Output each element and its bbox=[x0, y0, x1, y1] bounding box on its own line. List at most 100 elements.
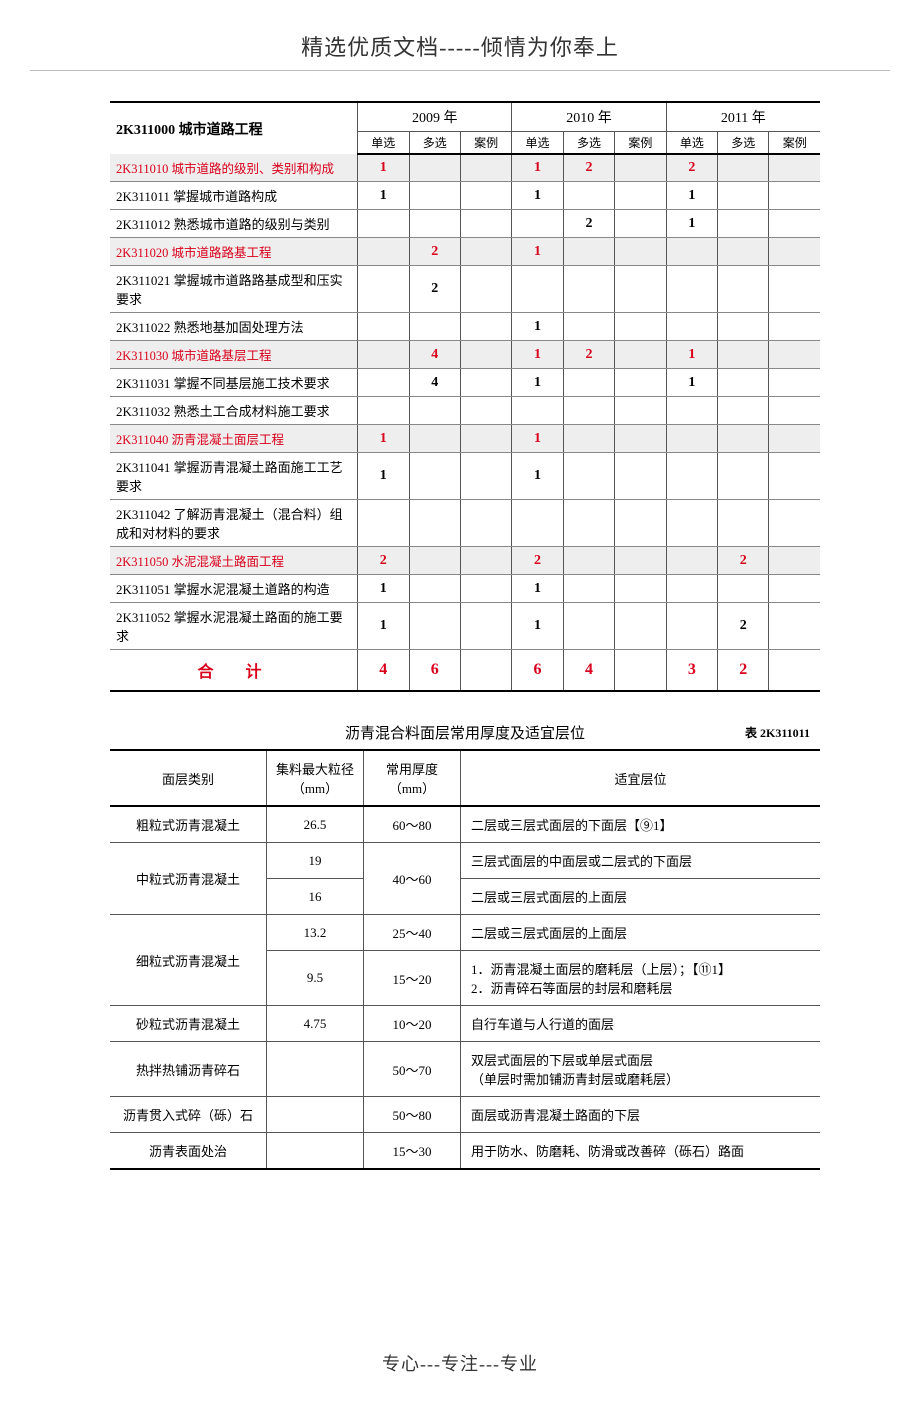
stats-cell bbox=[615, 369, 666, 397]
stats-table: 2K311000 城市道路工程 2009 年 2010 年 2011 年 单选多… bbox=[110, 101, 820, 692]
stats-cell bbox=[358, 341, 409, 369]
stats-row: 2K311022 熟悉地基加固处理方法1 bbox=[110, 313, 820, 341]
cell-suit: 二层或三层式面层的上面层 bbox=[461, 915, 821, 951]
thickness-table-title-wrap: 沥青混合料面层常用厚度及适宜层位 表 2K311011 bbox=[110, 722, 820, 743]
thickness-table: 面层类别 集料最大粒径（mm） 常用厚度（mm） 适宜层位 粗粒式沥青混凝土26… bbox=[110, 749, 820, 1170]
stats-subheader: 多选 bbox=[563, 132, 614, 155]
thickness-row: 粗粒式沥青混凝土26.560～80二层或三层式面层的下面层【⑨1】 bbox=[110, 806, 820, 843]
stats-total-cell: 6 bbox=[512, 650, 563, 692]
stats-cell bbox=[512, 210, 563, 238]
stats-cell bbox=[563, 575, 614, 603]
stats-total-cell: 4 bbox=[358, 650, 409, 692]
stats-subheader: 多选 bbox=[409, 132, 460, 155]
stats-cell bbox=[769, 266, 820, 313]
cell-suit: 二层或三层式面层的下面层【⑨1】 bbox=[461, 806, 821, 843]
thickness-row: 砂粒式沥青混凝土4.7510～20自行车道与人行道的面层 bbox=[110, 1006, 820, 1042]
stats-cell bbox=[615, 453, 666, 500]
stats-row-label: 2K311010 城市道路的级别、类别和构成 bbox=[110, 154, 358, 182]
stats-cell bbox=[666, 425, 717, 453]
stats-cell bbox=[409, 210, 460, 238]
thickness-tbody: 粗粒式沥青混凝土26.560～80二层或三层式面层的下面层【⑨1】中粒式沥青混凝… bbox=[110, 806, 820, 1169]
stats-cell: 1 bbox=[666, 369, 717, 397]
stats-cell bbox=[358, 500, 409, 547]
stats-table-wrap: 2K311000 城市道路工程 2009 年 2010 年 2011 年 单选多… bbox=[110, 101, 820, 692]
stats-cell: 2 bbox=[666, 154, 717, 182]
stats-cell bbox=[358, 397, 409, 425]
stats-cell bbox=[563, 397, 614, 425]
stats-cell bbox=[666, 266, 717, 313]
thickness-header-row: 面层类别 集料最大粒径（mm） 常用厚度（mm） 适宜层位 bbox=[110, 750, 820, 806]
stats-total-cell bbox=[615, 650, 666, 692]
cell-thick: 10～20 bbox=[364, 1006, 461, 1042]
stats-cell bbox=[615, 154, 666, 182]
stats-cell bbox=[666, 547, 717, 575]
stats-total-cell: 2 bbox=[718, 650, 769, 692]
thickness-row: 沥青贯入式碎（砾）石50～80面层或沥青混凝土路面的下层 bbox=[110, 1097, 820, 1133]
stats-cell bbox=[615, 575, 666, 603]
stats-cell bbox=[409, 453, 460, 500]
stats-cell bbox=[718, 266, 769, 313]
stats-cell: 1 bbox=[358, 182, 409, 210]
stats-cell bbox=[358, 369, 409, 397]
stats-cell bbox=[563, 238, 614, 266]
cell-thick: 15～20 bbox=[364, 951, 461, 1006]
stats-cell bbox=[615, 210, 666, 238]
stats-cell: 4 bbox=[409, 369, 460, 397]
stats-row: 2K311021 掌握城市道路路基成型和压实要求2 bbox=[110, 266, 820, 313]
stats-row: 2K311052 掌握水泥混凝土路面的施工要求112 bbox=[110, 603, 820, 650]
stats-cell bbox=[769, 154, 820, 182]
stats-row: 2K311041 掌握沥青混凝土路面施工工艺要求11 bbox=[110, 453, 820, 500]
stats-cell: 1 bbox=[512, 575, 563, 603]
cell-suit: 三层式面层的中面层或二层式的下面层 bbox=[461, 843, 821, 879]
stats-cell bbox=[666, 603, 717, 650]
cell-suit: 双层式面层的下层或单层式面层（单层时需加铺沥青封层或磨耗层） bbox=[461, 1042, 821, 1097]
cell-type: 细粒式沥青混凝土 bbox=[110, 915, 267, 1006]
stats-cell: 1 bbox=[512, 182, 563, 210]
th-grain: 集料最大粒径（mm） bbox=[267, 750, 364, 806]
stats-cell bbox=[615, 341, 666, 369]
cell-grain: 19 bbox=[267, 843, 364, 879]
cell-type: 粗粒式沥青混凝土 bbox=[110, 806, 267, 843]
stats-cell bbox=[666, 575, 717, 603]
stats-subheader: 单选 bbox=[512, 132, 563, 155]
stats-cell bbox=[409, 313, 460, 341]
header-left: 精选优质文档 bbox=[301, 35, 439, 60]
stats-cell bbox=[615, 547, 666, 575]
stats-cell bbox=[769, 397, 820, 425]
stats-row-label: 2K311042 了解沥青混凝土（混合料）组成和对材料的要求 bbox=[110, 500, 358, 547]
stats-row: 2K311011 掌握城市道路构成111 bbox=[110, 182, 820, 210]
stats-tbody: 2K311010 城市道路的级别、类别和构成11222K311011 掌握城市道… bbox=[110, 154, 820, 691]
stats-cell bbox=[769, 238, 820, 266]
cell-suit: 1．沥青混凝土面层的磨耗层（上层）；【⑪1】2．沥青碎石等面层的封层和磨耗层 bbox=[461, 951, 821, 1006]
stats-cell bbox=[718, 453, 769, 500]
stats-row: 2K311051 掌握水泥混凝土道路的构造11 bbox=[110, 575, 820, 603]
stats-total-row: 合 计466432 bbox=[110, 650, 820, 692]
stats-cell bbox=[460, 500, 511, 547]
stats-row: 2K311031 掌握不同基层施工技术要求411 bbox=[110, 369, 820, 397]
stats-cell bbox=[409, 154, 460, 182]
stats-cell bbox=[769, 575, 820, 603]
stats-row-label: 2K311040 沥青混凝土面层工程 bbox=[110, 425, 358, 453]
stats-cell bbox=[512, 397, 563, 425]
cell-type: 沥青表面处治 bbox=[110, 1133, 267, 1170]
stats-cell bbox=[460, 369, 511, 397]
stats-subheader: 单选 bbox=[666, 132, 717, 155]
stats-cell bbox=[718, 313, 769, 341]
stats-subheader: 案例 bbox=[615, 132, 666, 155]
stats-row-label: 2K311032 熟悉土工合成材料施工要求 bbox=[110, 397, 358, 425]
cell-grain: 4.75 bbox=[267, 1006, 364, 1042]
thickness-row: 热拌热铺沥青碎石50～70双层式面层的下层或单层式面层（单层时需加铺沥青封层或磨… bbox=[110, 1042, 820, 1097]
stats-cell bbox=[460, 210, 511, 238]
year-2009: 2009 年 bbox=[358, 102, 512, 132]
cell-thick: 15～30 bbox=[364, 1133, 461, 1170]
stats-cell bbox=[718, 154, 769, 182]
stats-row-label: 2K311052 掌握水泥混凝土路面的施工要求 bbox=[110, 603, 358, 650]
stats-total-cell: 6 bbox=[409, 650, 460, 692]
stats-cell: 1 bbox=[666, 182, 717, 210]
stats-total-cell bbox=[460, 650, 511, 692]
stats-cell: 2 bbox=[563, 341, 614, 369]
stats-cell bbox=[358, 210, 409, 238]
stats-cell: 2 bbox=[409, 266, 460, 313]
stats-cell bbox=[615, 238, 666, 266]
cell-grain bbox=[267, 1097, 364, 1133]
